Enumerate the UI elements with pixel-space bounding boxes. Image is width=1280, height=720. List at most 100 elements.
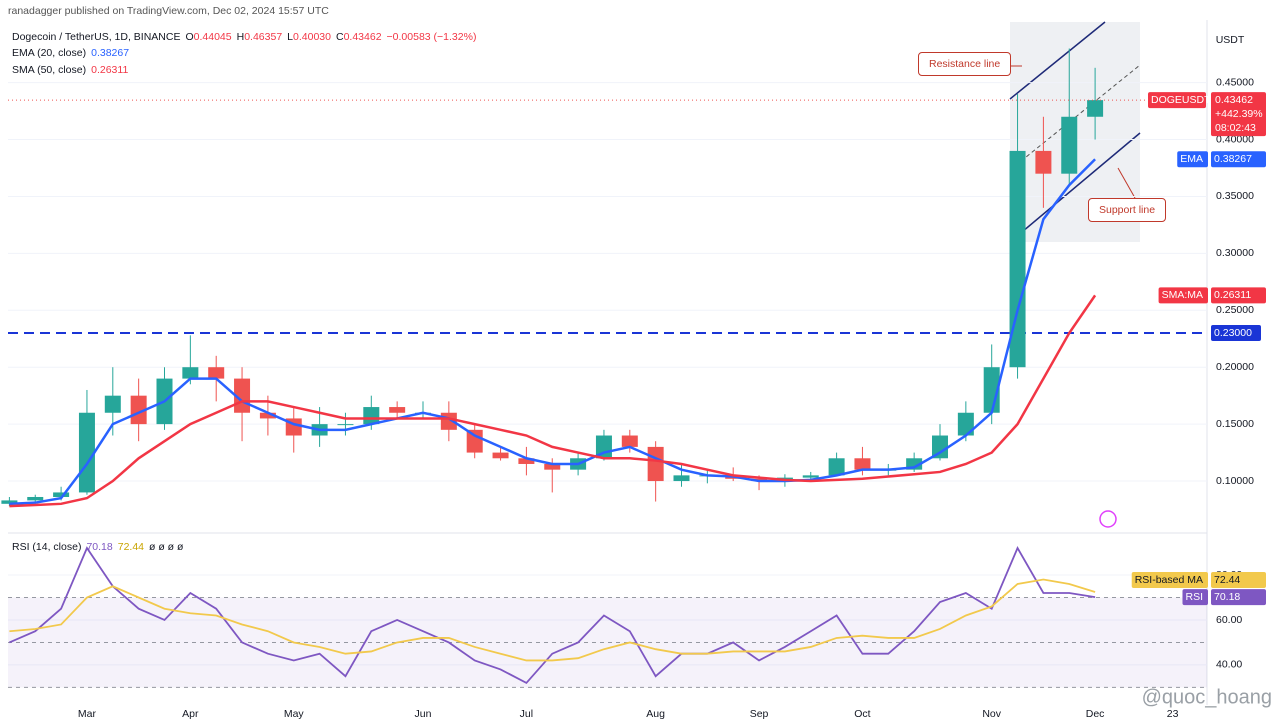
series-name-tag: SMA:MA — [1162, 289, 1203, 301]
x-tick-label: Oct — [854, 708, 870, 720]
candle-body — [828, 458, 845, 476]
y-unit: USDT — [1216, 34, 1245, 46]
c: C — [335, 31, 344, 43]
sma-name: SMA (50, close) — [12, 64, 87, 76]
countdown: 08:02:43 — [1215, 122, 1256, 134]
ohlc: H0.46357 — [237, 31, 283, 43]
y-tick-label: 0.30000 — [1216, 247, 1254, 259]
x-tick-label: Jun — [415, 708, 432, 720]
series-tag: 72.44 — [1214, 574, 1240, 586]
candle-body — [518, 458, 535, 464]
candle-body — [363, 407, 380, 425]
y-tick-label: 0.20000 — [1216, 361, 1254, 373]
symbol-tag-box — [1148, 92, 1206, 109]
ema-legend: EMA (20, close) 0.38267 — [12, 47, 129, 59]
x-tick-label: May — [284, 708, 305, 720]
series-tag: 0.26311 — [1214, 289, 1251, 301]
y-tick-label: 40.00 — [1216, 659, 1242, 671]
x-tick-label: Aug — [646, 708, 665, 720]
candle-body — [1087, 100, 1104, 117]
candle-body — [389, 407, 406, 413]
candle-body — [544, 463, 561, 470]
candle-body — [906, 458, 923, 470]
price-tag: 0.43462 — [1215, 94, 1253, 106]
candle-body — [1035, 150, 1052, 174]
rsi-title: RSI (14, close) — [12, 541, 82, 553]
candle-body — [932, 435, 948, 459]
rsi-ma-value: 72.44 — [117, 541, 145, 553]
annotation: Support line — [1088, 198, 1167, 222]
rsi-extra: ø ø ø ø — [149, 541, 184, 553]
series-line — [9, 546, 1096, 685]
series-tag-box — [1211, 589, 1266, 606]
y-tick-label: 0.45000 — [1216, 76, 1254, 88]
ema-name: EMA (20, close) — [12, 47, 87, 59]
candle-body — [673, 475, 690, 482]
series-tag: 0.38267 — [1214, 153, 1252, 165]
candle-body — [130, 395, 147, 425]
symbol: Dogecoin / TetherUS, 1D, BINANCE — [12, 31, 181, 43]
candle-body — [259, 412, 276, 419]
x-tick-label: Jul — [520, 708, 533, 720]
x-tick-label: Sep — [750, 708, 769, 720]
support-line — [1009, 132, 1141, 243]
series-tag-box — [1211, 151, 1266, 168]
candle-body — [1, 500, 18, 504]
price-tag-box — [1211, 92, 1266, 137]
level-label-box — [1211, 325, 1261, 342]
annotation: Resistance line — [918, 52, 1012, 76]
series-line — [9, 294, 1097, 508]
candle-body — [53, 492, 70, 497]
rsi-band — [8, 597, 1207, 688]
x-tick-label: Nov — [982, 708, 1001, 720]
ohlc: C0.43462 — [336, 31, 382, 43]
series-name-tag-box — [1182, 589, 1208, 606]
series-line — [9, 578, 1096, 662]
c-value: 0.43462 — [343, 31, 382, 43]
candle-body — [182, 367, 199, 379]
l-value: 0.40030 — [293, 31, 331, 43]
resistance-line — [1009, 21, 1106, 100]
arrow — [1117, 167, 1136, 199]
x-tick-label: Apr — [182, 708, 199, 720]
candle-body — [957, 412, 974, 436]
candle-body — [208, 367, 225, 379]
y-tick-label: 0.25000 — [1216, 304, 1254, 316]
candle-body — [492, 452, 509, 459]
watermark: @quoc_hoang — [1142, 686, 1272, 708]
change-tag: +442.39% — [1215, 108, 1263, 120]
series-tag: 70.18 — [1214, 591, 1240, 603]
ohlc: O0.44045 — [185, 31, 231, 43]
publish-note: ranadagger published on TradingView.com,… — [8, 5, 329, 17]
published: ranadagger published on TradingView.com,… — [8, 5, 329, 17]
series-name-tag: RSI-based MA — [1135, 574, 1203, 586]
l: L — [287, 31, 294, 43]
series-name-tag: RSI — [1185, 591, 1203, 603]
candle-body — [104, 395, 121, 413]
candle-body — [1061, 116, 1078, 174]
sma-legend: SMA (50, close) 0.26311 — [12, 64, 128, 76]
h: H — [236, 31, 245, 43]
series-name-tag: EMA — [1180, 153, 1203, 165]
rsi-value: 70.18 — [86, 541, 113, 553]
candle-body — [854, 458, 871, 470]
series-name-tag-box — [1177, 151, 1208, 168]
x-tick-label: 23 — [1167, 708, 1179, 720]
ema-value: 0.38267 — [91, 47, 130, 59]
o-value: 0.44045 — [193, 31, 232, 43]
symbol-legend: Dogecoin / TetherUS, 1D, BINANCE O0.4404… — [12, 31, 476, 43]
y-tick-label: 0.15000 — [1216, 418, 1254, 430]
logo — [1099, 510, 1117, 528]
level-label: 0.23000 — [1214, 327, 1252, 339]
y-tick-label: 0.10000 — [1216, 475, 1254, 487]
series-name-tag-box — [1158, 287, 1208, 304]
series-line — [9, 158, 1096, 506]
series-tag-box — [1211, 572, 1266, 589]
candle-body — [621, 435, 638, 447]
candle-body — [802, 475, 819, 478]
rsi-legend: RSI (14, close) 70.18 72.44 ø ø ø ø — [12, 541, 183, 553]
candle-body — [78, 412, 95, 493]
series-tag-box — [1211, 287, 1266, 304]
